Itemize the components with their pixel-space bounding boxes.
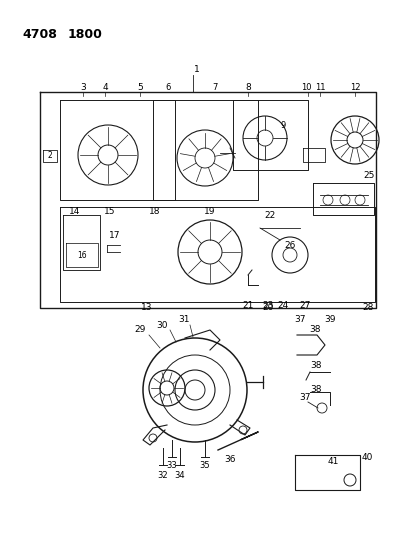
Text: 30: 30 xyxy=(156,320,168,329)
Text: 6: 6 xyxy=(165,84,171,93)
Text: 26: 26 xyxy=(284,240,296,249)
Text: 20: 20 xyxy=(262,303,274,312)
Text: 14: 14 xyxy=(69,206,81,215)
Text: 13: 13 xyxy=(141,303,153,312)
Text: 33: 33 xyxy=(166,461,177,470)
Text: 12: 12 xyxy=(350,84,360,93)
Text: 5: 5 xyxy=(137,84,143,93)
Text: 9: 9 xyxy=(280,122,286,131)
Text: 25: 25 xyxy=(363,172,375,181)
Text: 17: 17 xyxy=(109,230,121,239)
Text: 22: 22 xyxy=(264,211,276,220)
Text: 7: 7 xyxy=(212,84,218,93)
Text: 4708: 4708 xyxy=(22,28,57,42)
Text: 27: 27 xyxy=(299,301,310,310)
Text: 39: 39 xyxy=(324,316,336,325)
Text: 3: 3 xyxy=(80,84,86,93)
Text: 2: 2 xyxy=(48,151,52,160)
Text: 38: 38 xyxy=(309,326,321,335)
Text: 36: 36 xyxy=(224,456,236,464)
Text: 23: 23 xyxy=(262,301,274,310)
Text: 37: 37 xyxy=(294,316,306,325)
Text: 38: 38 xyxy=(310,385,322,394)
Text: 19: 19 xyxy=(204,206,216,215)
Text: 1800: 1800 xyxy=(68,28,103,42)
Text: 38: 38 xyxy=(310,360,322,369)
Text: 34: 34 xyxy=(175,471,185,480)
Text: 10: 10 xyxy=(301,84,311,93)
Text: 28: 28 xyxy=(362,303,374,312)
Text: 11: 11 xyxy=(315,84,325,93)
Text: 24: 24 xyxy=(277,301,288,310)
Text: 15: 15 xyxy=(104,206,116,215)
Text: 40: 40 xyxy=(361,454,373,463)
Text: 16: 16 xyxy=(77,251,87,260)
Text: 31: 31 xyxy=(178,316,190,325)
Text: 18: 18 xyxy=(149,206,161,215)
Text: 35: 35 xyxy=(200,461,210,470)
Text: 21: 21 xyxy=(242,301,254,310)
Text: 1: 1 xyxy=(194,66,200,75)
Text: 29: 29 xyxy=(134,326,146,335)
Text: 8: 8 xyxy=(245,84,251,93)
Text: 4: 4 xyxy=(102,84,108,93)
Text: 37: 37 xyxy=(299,393,311,402)
Text: 32: 32 xyxy=(157,471,169,480)
Text: 41: 41 xyxy=(327,456,339,465)
